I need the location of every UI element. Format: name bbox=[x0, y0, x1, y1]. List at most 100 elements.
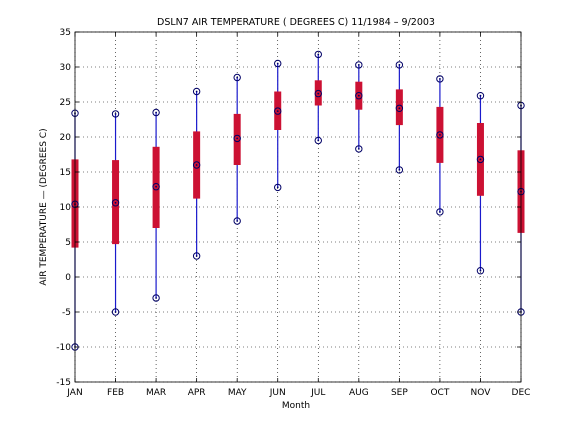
month-group bbox=[111, 110, 120, 316]
plot-frame bbox=[74, 31, 522, 383]
median-marker bbox=[436, 131, 444, 139]
median-marker bbox=[355, 92, 363, 100]
median-marker bbox=[314, 89, 322, 98]
x-tick-label: MAY bbox=[228, 388, 247, 398]
max-marker-dot bbox=[479, 94, 482, 97]
x-tick-label: DEC bbox=[512, 388, 531, 398]
y-tick-label: 5 bbox=[65, 238, 71, 248]
min-marker-dot bbox=[398, 169, 401, 171]
max-marker-dot bbox=[155, 111, 157, 114]
max-marker bbox=[355, 61, 363, 69]
min-marker-dot bbox=[317, 139, 320, 142]
median-marker bbox=[192, 161, 201, 169]
min-marker-dot bbox=[195, 255, 198, 257]
iqr-box bbox=[395, 89, 403, 126]
y-tick-label: 20 bbox=[60, 133, 72, 143]
min-marker bbox=[111, 308, 120, 316]
max-marker-dot bbox=[357, 64, 360, 66]
x-tick-label: SEP bbox=[391, 388, 408, 398]
median-marker-dot bbox=[357, 94, 360, 97]
median-marker-dot bbox=[439, 134, 441, 136]
x-tick-label: MAR bbox=[146, 388, 166, 398]
min-marker-dot bbox=[479, 269, 482, 272]
month-group bbox=[314, 50, 322, 145]
min-marker bbox=[192, 252, 201, 260]
month-group bbox=[274, 59, 282, 192]
y-tick-label: 0 bbox=[65, 273, 71, 283]
max-marker-dot bbox=[317, 53, 320, 56]
min-marker bbox=[395, 166, 404, 174]
y-tick-label: -5 bbox=[62, 308, 71, 318]
month-group bbox=[192, 87, 201, 260]
month-group bbox=[233, 73, 241, 225]
x-tick-label: AUG bbox=[349, 388, 369, 398]
y-tick-label: 25 bbox=[60, 98, 71, 108]
median-marker bbox=[152, 183, 160, 191]
y-tick-label: 10 bbox=[60, 203, 72, 213]
median-marker-dot bbox=[114, 201, 117, 204]
min-marker bbox=[476, 267, 485, 275]
min-marker-dot bbox=[357, 148, 360, 150]
chart-title: DSLN7 AIR TEMPERATURE ( DEGREES C) 11/19… bbox=[157, 17, 435, 28]
month-group bbox=[395, 61, 404, 174]
min-marker-dot bbox=[155, 297, 157, 299]
x-tick-label: FEB bbox=[107, 388, 124, 398]
median-marker bbox=[274, 107, 282, 115]
min-marker-dot bbox=[236, 220, 239, 222]
month-group bbox=[436, 75, 444, 216]
median-marker-dot bbox=[195, 164, 198, 166]
min-marker-dot bbox=[439, 211, 441, 213]
median-marker-dot bbox=[317, 92, 320, 95]
min-marker bbox=[233, 217, 241, 225]
x-tick-label: NOV bbox=[471, 388, 492, 398]
median-marker-dot bbox=[398, 107, 401, 110]
x-tick-label: JUL bbox=[310, 388, 325, 398]
min-marker-dot bbox=[276, 186, 279, 189]
max-marker-dot bbox=[398, 64, 401, 66]
series bbox=[71, 50, 525, 351]
min-marker bbox=[274, 183, 282, 192]
max-marker bbox=[436, 75, 444, 83]
median-marker-dot bbox=[276, 110, 279, 112]
min-marker bbox=[152, 294, 160, 302]
median-marker bbox=[476, 155, 485, 164]
max-marker bbox=[152, 108, 160, 117]
max-marker bbox=[274, 59, 282, 68]
min-marker bbox=[355, 145, 363, 153]
y-tick-label: 15 bbox=[60, 168, 71, 178]
iqr-box bbox=[233, 113, 241, 165]
max-marker-dot bbox=[195, 90, 198, 93]
max-marker bbox=[395, 61, 404, 69]
x-axis-label: Month bbox=[282, 401, 310, 411]
x-tick-label: OCT bbox=[430, 388, 449, 398]
median-marker-dot bbox=[236, 137, 239, 140]
max-marker bbox=[476, 92, 485, 100]
y-tick-label: -15 bbox=[56, 378, 71, 388]
median-marker-dot bbox=[479, 158, 482, 161]
max-marker-dot bbox=[114, 113, 117, 115]
grid bbox=[74, 31, 522, 383]
x-tick-label: APR bbox=[188, 388, 206, 398]
max-marker-dot bbox=[439, 78, 441, 80]
median-marker bbox=[395, 104, 404, 113]
max-marker-dot bbox=[236, 76, 239, 79]
month-group bbox=[476, 92, 485, 275]
min-marker-dot bbox=[114, 311, 117, 313]
y-tick-label: -10 bbox=[56, 343, 71, 353]
x-tick-label: JUN bbox=[269, 388, 286, 398]
month-group bbox=[355, 61, 363, 153]
median-marker bbox=[233, 134, 241, 143]
max-marker bbox=[233, 73, 241, 82]
max-marker-dot bbox=[276, 62, 279, 65]
max-marker bbox=[314, 50, 322, 59]
x-tick-label: JAN bbox=[66, 388, 82, 398]
y-tick-label: 35 bbox=[60, 28, 71, 38]
axes: -15 -10 -5 0 5 10 15 20 25 30 35 JAN FEB MAR APR MAY JUN… bbox=[56, 28, 530, 398]
min-marker bbox=[314, 136, 322, 145]
max-marker bbox=[192, 87, 201, 96]
min-marker bbox=[436, 208, 444, 216]
y-axis-label: AIR TEMPERATURE — (DEGREES C) bbox=[39, 128, 49, 285]
month-group bbox=[152, 108, 160, 302]
median-marker-dot bbox=[155, 185, 157, 188]
